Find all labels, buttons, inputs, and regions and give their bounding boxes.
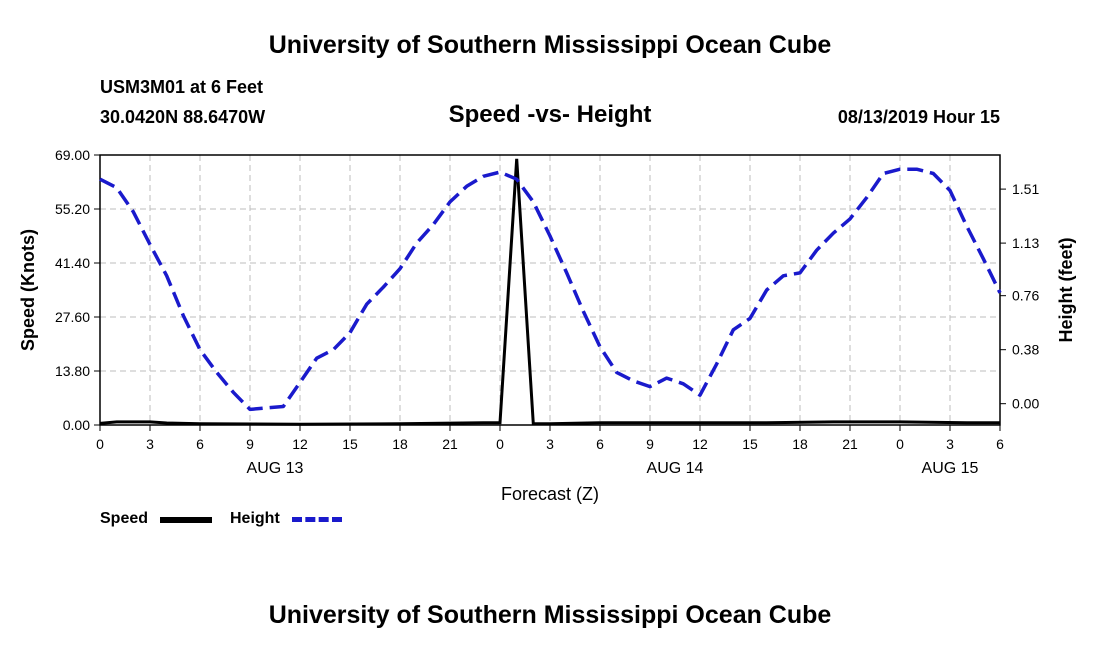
x-tick-label: 9	[646, 436, 654, 452]
x-axis-title: Forecast (Z)	[501, 484, 599, 504]
coordinates-label: 30.0420N 88.6470W	[100, 107, 266, 127]
speed-series-line	[99, 158, 1000, 426]
y-tick-label-left: 13.80	[55, 363, 90, 379]
x-tick-label: 9	[246, 436, 254, 452]
date-label: AUG 15	[922, 460, 979, 477]
x-tick-label: 3	[946, 436, 954, 452]
datetime-label: 08/13/2019 Hour 15	[837, 107, 1000, 127]
x-tick-label: 6	[196, 436, 204, 452]
x-tick-label: 18	[792, 436, 808, 452]
x-tick-label: 12	[292, 436, 308, 452]
speed-height-chart: 0 3 6 9 12 15 18 21 0 3 6 9 12 15 18 21 0 3 6 AUG 13 AUG 14 A…	[18, 147, 1076, 504]
bottom-title: University of Southern Mississippi Ocean…	[268, 601, 832, 629]
y-axis-title-right: Height (feet)	[1056, 238, 1076, 343]
x-tick-label: 0	[496, 436, 504, 452]
y-tick-label-right: 1.51	[1012, 181, 1039, 197]
legend-speed-swatch	[160, 517, 212, 523]
legend-height-swatch	[292, 517, 342, 522]
legend-height-label: Height	[230, 510, 280, 527]
x-tick-label: 3	[146, 436, 154, 452]
x-tick-label: 0	[96, 436, 104, 452]
y-tick-label-left: 69.00	[55, 147, 90, 163]
x-tick-label: 18	[392, 436, 408, 452]
height-series-line	[99, 167, 1002, 412]
y-tick-label-right: 0.00	[1012, 396, 1039, 412]
y-axis-title-left: Speed (Knots)	[18, 229, 38, 351]
x-tick-label: 21	[442, 436, 458, 452]
x-tick-label: 15	[342, 436, 358, 452]
top-title: University of Southern Mississippi Ocean…	[268, 31, 832, 59]
x-tick-label: 0	[896, 436, 904, 452]
x-tick-label: 12	[692, 436, 708, 452]
legend-speed-label: Speed	[100, 510, 149, 527]
y-tick-label-left: 0.00	[63, 417, 90, 433]
y-tick-label-left: 55.20	[55, 201, 90, 217]
x-tick-label: 3	[546, 436, 554, 452]
date-label: AUG 14	[647, 460, 704, 477]
y-tick-label-left: 27.60	[55, 309, 90, 325]
y-tick-label-right: 0.76	[1012, 288, 1039, 304]
x-tick-label: 6	[996, 436, 1004, 452]
x-tick-label: 15	[742, 436, 758, 452]
x-tick-label: 21	[842, 436, 858, 452]
y-tick-label-right: 0.38	[1012, 342, 1039, 358]
station-label: USM3M01 at 6 Feet	[100, 77, 264, 97]
y-tick-label-right: 1.13	[1012, 235, 1039, 251]
date-label: AUG 13	[247, 460, 304, 477]
x-tick-label: 6	[596, 436, 604, 452]
chart-subtitle: Speed -vs- Height	[448, 101, 652, 128]
y-tick-label-left: 41.40	[55, 255, 90, 271]
